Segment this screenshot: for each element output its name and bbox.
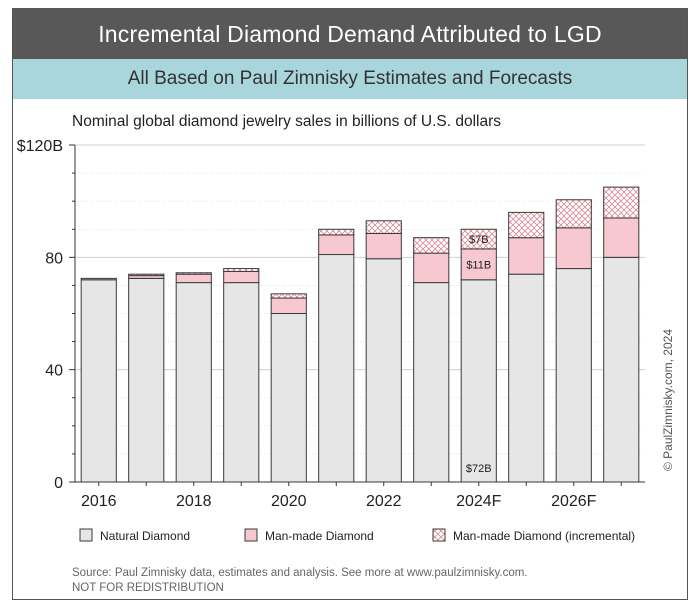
data-label: $11B	[466, 259, 491, 271]
x-tick-label: 2020	[271, 493, 307, 510]
legend-swatch	[79, 528, 93, 542]
bar-man-made-diamond-incremental-2020	[270, 293, 307, 299]
bar-man-made-diamond-incremental-2027F	[603, 186, 640, 219]
bar-man-made-diamond-2019	[223, 270, 260, 284]
bars	[80, 186, 640, 483]
bar-man-made-diamond-2023	[413, 252, 450, 284]
chart-subtitle: All Based on Paul Zimnisky Estimates and…	[127, 68, 573, 89]
bar-man-made-diamond-2026F	[555, 227, 592, 270]
bar-man-made-diamond-incremental-2021	[318, 228, 355, 236]
x-tick-label: 2016	[81, 493, 117, 510]
bar-man-made-diamond-2021	[318, 234, 355, 256]
x-tick-label: 2022	[366, 493, 402, 510]
bar-natural-diamond-2018	[175, 282, 212, 483]
axes	[69, 144, 645, 486]
x-tick-label: 2024F	[456, 493, 502, 510]
bar-man-made-diamond-2018	[175, 273, 212, 284]
y-tick-label: $120B	[17, 138, 63, 155]
bar-man-made-diamond-2022	[365, 232, 402, 260]
legend-swatch	[244, 528, 258, 542]
bar-man-made-diamond-incremental-2022	[365, 220, 402, 234]
bar-natural-diamond-2019	[223, 282, 260, 483]
y-tick-label: 40	[45, 363, 63, 380]
y-tick-label: 80	[45, 250, 63, 267]
redistribution-note: NOT FOR REDISTRIBUTION	[72, 582, 224, 594]
bar-man-made-diamond-2025F	[508, 237, 545, 275]
legend-label: Natural Diamond	[100, 529, 190, 543]
bar-man-made-diamond-2027F	[603, 217, 640, 258]
legend: Natural Diamond Man-made Diamond Man-made …	[79, 528, 635, 543]
bar-man-made-diamond-incremental-2026F	[555, 199, 592, 229]
bar-natural-diamond-2017	[128, 277, 165, 483]
data-label: $7B	[469, 234, 489, 246]
bar-man-made-diamond-2024F	[460, 248, 497, 281]
bar-natural-diamond-2020	[270, 313, 307, 483]
legend-label: Man-made Diamond (incremental)	[453, 529, 635, 543]
legend-label: Man-made Diamond	[265, 529, 374, 543]
y-tick-label: 0	[54, 475, 63, 492]
data-label: $72B	[466, 463, 492, 475]
bar-natural-diamond-2022	[365, 258, 402, 483]
bar-man-made-diamond-incremental-2024F	[460, 228, 497, 250]
axis-labels: 0 40 80 $120B 2016 2018 2020 2022 2024F 2026F $72B…	[17, 138, 597, 510]
bar-natural-diamond-2027F	[603, 256, 640, 483]
bar-natural-diamond-2023	[413, 282, 450, 483]
chart-caption: Nominal global diamond jewelry sales in …	[72, 113, 502, 130]
subtitle-bar: All Based on Paul Zimnisky Estimates and…	[13, 59, 687, 99]
bar-natural-diamond-2024F	[460, 279, 497, 483]
bar-natural-diamond-2016	[80, 279, 117, 483]
bar-man-made-diamond-incremental-2025F	[508, 211, 545, 239]
source-line: Source: Paul Zimnisky data, estimates an…	[72, 567, 528, 579]
bar-man-made-diamond-2016	[80, 277, 117, 281]
legend-swatch	[432, 528, 446, 542]
bar-man-made-diamond-incremental-2019	[223, 268, 260, 272]
bar-man-made-diamond-incremental-2017	[128, 273, 165, 277]
bar-man-made-diamond-incremental-2018	[175, 272, 212, 275]
bar-natural-diamond-2025F	[508, 273, 545, 483]
bar-natural-diamond-2021	[318, 254, 355, 483]
bar-natural-diamond-2026F	[555, 268, 592, 483]
copyright-text: © PaulZimnisky.com, 2024	[661, 328, 675, 472]
x-tick-label: 2018	[176, 493, 212, 510]
source-note: Source: Paul Zimnisky data, estimates an…	[72, 566, 528, 596]
chart-title: Incremental Diamond Demand Attributed to…	[98, 20, 602, 47]
bar-man-made-diamond-incremental-2023	[413, 237, 450, 254]
x-tick-label: 2026F	[551, 493, 597, 510]
title-bar: Incremental Diamond Demand Attributed to…	[13, 9, 687, 59]
bar-man-made-diamond-2020	[270, 297, 307, 315]
